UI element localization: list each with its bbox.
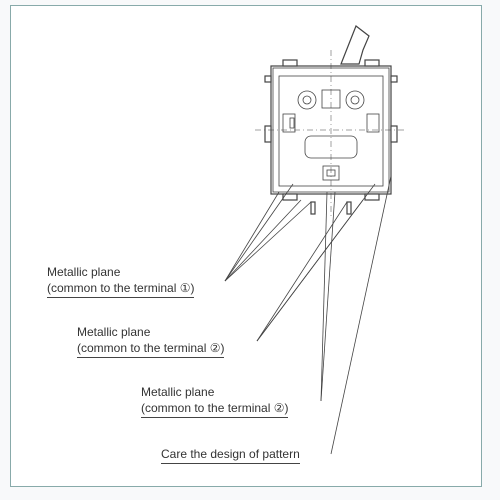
diagram-canvas: Metallic plane(common to the terminal ①)… bbox=[10, 5, 482, 487]
label3-line0: Metallic plane bbox=[141, 384, 288, 400]
label2-line0: Metallic plane bbox=[77, 324, 224, 340]
label3: Metallic plane(common to the terminal ②) bbox=[141, 384, 288, 418]
label1: Metallic plane(common to the terminal ①) bbox=[47, 264, 194, 298]
label1-line0: Metallic plane bbox=[47, 264, 194, 280]
label3-line1: (common to the terminal ②) bbox=[141, 400, 288, 418]
label4: Care the design of pattern bbox=[161, 446, 300, 464]
label2: Metallic plane(common to the terminal ②) bbox=[77, 324, 224, 358]
label4-line0: Care the design of pattern bbox=[161, 446, 300, 464]
label1-line1: (common to the terminal ①) bbox=[47, 280, 194, 298]
label2-line1: (common to the terminal ②) bbox=[77, 340, 224, 358]
